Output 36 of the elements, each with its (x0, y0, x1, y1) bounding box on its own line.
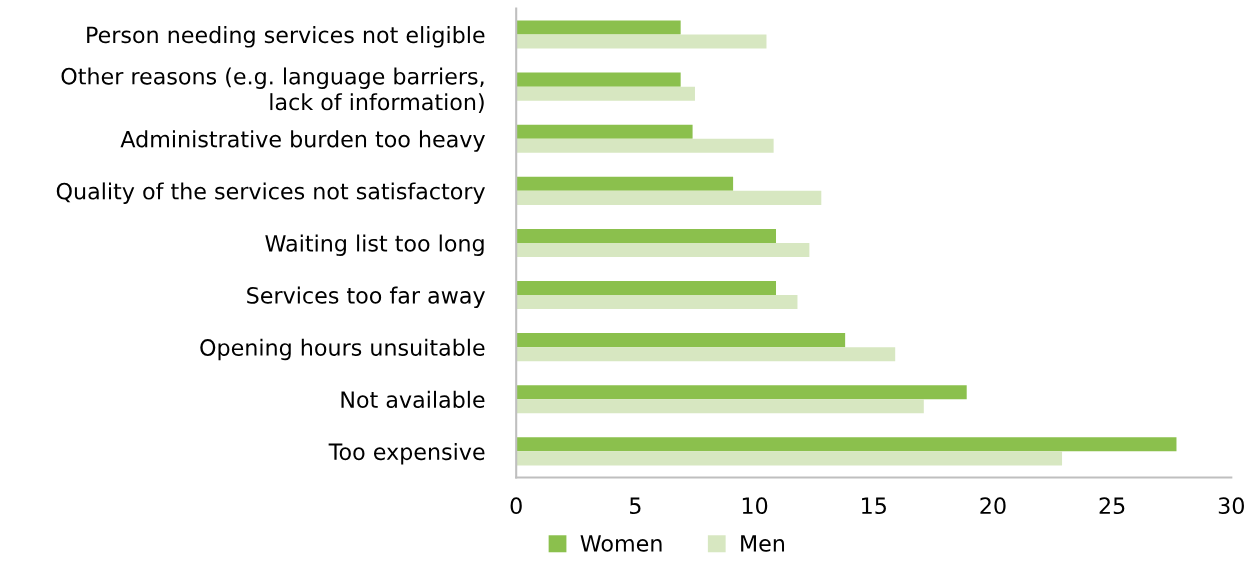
bar (516, 451, 1063, 466)
y-tick-label: Not available (341, 390, 485, 409)
bar (516, 228, 777, 243)
bar (516, 138, 774, 153)
bar (516, 86, 695, 101)
bar (516, 295, 798, 310)
x-tick-label: 0 (510, 497, 522, 515)
x-tick-label: 30 (1218, 497, 1244, 515)
x-tick-label: 25 (1099, 497, 1125, 515)
bar (516, 399, 924, 414)
bar (516, 176, 734, 191)
x-tick-label: 5 (630, 497, 641, 515)
bar (516, 333, 846, 348)
bar (516, 124, 693, 139)
bar (516, 280, 777, 296)
y-tick-label: Opening hours unsuitable (200, 338, 485, 361)
legend-label: Men (741, 535, 785, 552)
bar (516, 34, 767, 49)
y-tick-label: Too expensive (328, 442, 485, 465)
y-tick-label: Services too far away (247, 286, 485, 309)
y-tick-label: Quality of the services not satisfactory (56, 182, 485, 204)
y-tick-label: Administrative burden too heavy (120, 130, 485, 152)
bar (516, 437, 1177, 452)
y-tick-label: Other reasons (e.g. language barriers, lack of information) (61, 67, 484, 113)
x-tick-label: 15 (862, 497, 886, 515)
bar (516, 72, 681, 87)
bar (516, 347, 896, 362)
y-tick-label: Person needing services not eligible (87, 26, 485, 48)
legend-label: Women (580, 535, 662, 552)
x-tick-label: 20 (980, 497, 1006, 515)
x-tick-label: 10 (742, 497, 768, 515)
bar (516, 190, 822, 205)
bar (516, 385, 967, 400)
y-tick-label: Waiting list too long (265, 234, 484, 257)
bar (516, 20, 681, 35)
bar (516, 242, 810, 258)
